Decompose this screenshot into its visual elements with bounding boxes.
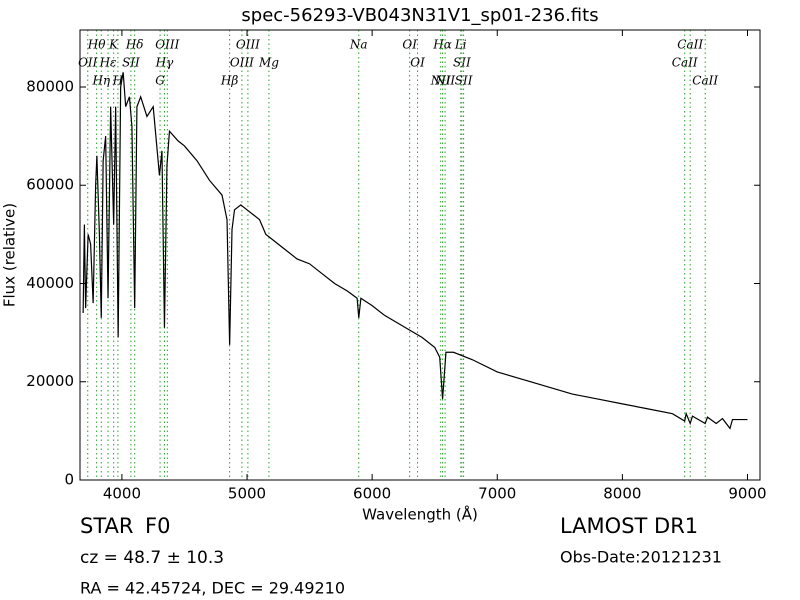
- spectral-line-label: CaII: [692, 74, 718, 88]
- spectral-line-label: Hβ: [220, 74, 238, 88]
- spectral-line-label: OII: [78, 56, 98, 70]
- y-tick-label: 20000: [26, 372, 74, 390]
- spectral-line-label: Li: [454, 38, 467, 52]
- x-tick-label: 8000: [603, 485, 641, 503]
- spectral-line-label: Hδ: [125, 38, 144, 52]
- spectral-line-label: OI: [410, 56, 425, 70]
- coordinates: RA = 42.45724, DEC = 29.49210: [80, 579, 345, 598]
- spectral-line-label: NII: [434, 74, 455, 88]
- spectral-line-label: CaII: [677, 38, 703, 52]
- spectral-line-label: K: [108, 38, 119, 52]
- obs-date: Obs-Date:20121231: [560, 548, 722, 567]
- redshift: cz = 48.7 ± 10.3: [80, 548, 224, 568]
- spectral-line-label: Na: [349, 38, 368, 52]
- subclass: F0: [145, 514, 170, 538]
- spectral-line-label: Hε: [99, 56, 117, 70]
- spectral-line-label: OI: [402, 38, 417, 52]
- y-tick-label: 80000: [26, 77, 74, 95]
- spectral-line-label: NII: [430, 74, 451, 88]
- spectral-line-label: OIII: [236, 38, 260, 52]
- spectral-line-label: Hγ: [155, 56, 174, 70]
- x-tick-label: 4000: [103, 485, 141, 503]
- spectral-line-label: Hη: [91, 74, 110, 88]
- x-tick-label: 9000: [728, 485, 766, 503]
- chart-title: spec-56293-VB043N31V1_sp01-236.fits: [241, 5, 598, 26]
- spectral-line-label: SII: [455, 74, 473, 88]
- y-tick-label: 40000: [26, 274, 74, 292]
- x-tick-label: 5000: [228, 485, 266, 503]
- object-class: STAR: [80, 514, 133, 538]
- spectral-line-label: OIII: [155, 38, 179, 52]
- plot-frame: [79, 29, 761, 481]
- spectral-line-label: CaII: [672, 56, 698, 70]
- spectrum-line: [82, 72, 748, 430]
- spectral-line-label: Hα: [432, 38, 452, 52]
- x-tick-label: 6000: [353, 485, 391, 503]
- y-tick-label: 0: [64, 471, 74, 489]
- y-axis-label: Flux (relative): [1, 203, 19, 307]
- spectral-line-label: OIII: [230, 56, 254, 70]
- y-tick-label: 60000: [26, 176, 74, 194]
- spectral-line-label: Mg: [258, 56, 279, 70]
- spectral-line-label: Hθ: [87, 38, 106, 52]
- spectral-line-label: SII: [453, 56, 471, 70]
- spectral-line-label: G: [155, 74, 165, 88]
- survey: LAMOST DR1: [560, 514, 698, 538]
- x-tick-label: 7000: [478, 485, 516, 503]
- x-axis-label: Wavelength (Å): [362, 505, 478, 524]
- spectral-line-label: SII: [122, 56, 140, 70]
